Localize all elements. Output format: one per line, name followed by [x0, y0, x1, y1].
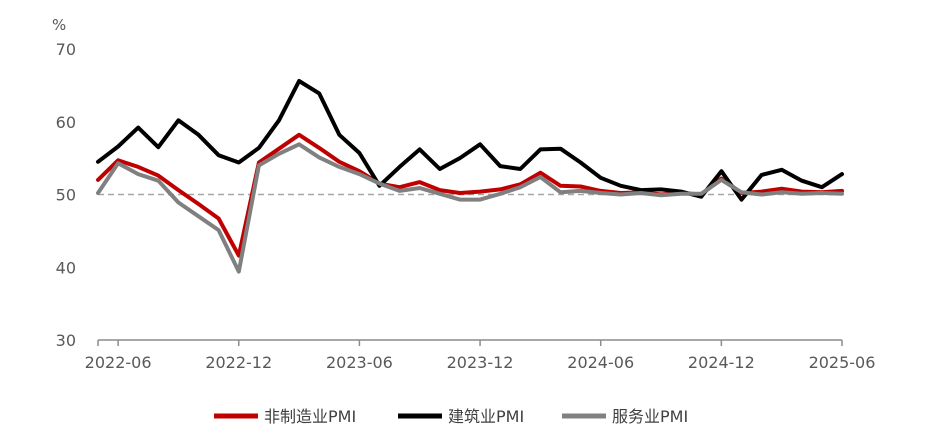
legend: 非制造业PMI 建筑业PMI 服务业PMI	[214, 407, 688, 426]
series-lines	[96, 79, 844, 274]
y-tick-label: 60	[56, 113, 76, 132]
y-tick-label: 40	[56, 258, 76, 277]
legend-label: 服务业PMI	[612, 407, 688, 426]
x-tick-label: 2022-12	[205, 353, 272, 372]
y-tick-label: 70	[56, 40, 76, 59]
x-tick-label: 2023-12	[447, 353, 514, 372]
x-tick-label: 2023-06	[326, 353, 393, 372]
y-tick-label: 50	[56, 186, 76, 205]
legend-label: 建筑业PMI	[448, 407, 524, 426]
legend-label: 非制造业PMI	[264, 407, 356, 426]
x-tick-label: 2024-12	[688, 353, 755, 372]
series-line-2	[96, 142, 844, 274]
y-axis-ticks: 70 60 50 40 30	[56, 40, 76, 350]
y-tick-label: 30	[56, 331, 76, 350]
x-tick-label: 2024-06	[567, 353, 634, 372]
x-axis-ticks: 2022-06 2022-12 2023-06 2023-12 2024-06 2024-…	[85, 340, 876, 372]
series-line-1	[96, 79, 844, 202]
x-tick-label: 2025-06	[809, 353, 876, 372]
x-tick-label: 2022-06	[85, 353, 152, 372]
y-axis-unit: %	[52, 16, 66, 34]
